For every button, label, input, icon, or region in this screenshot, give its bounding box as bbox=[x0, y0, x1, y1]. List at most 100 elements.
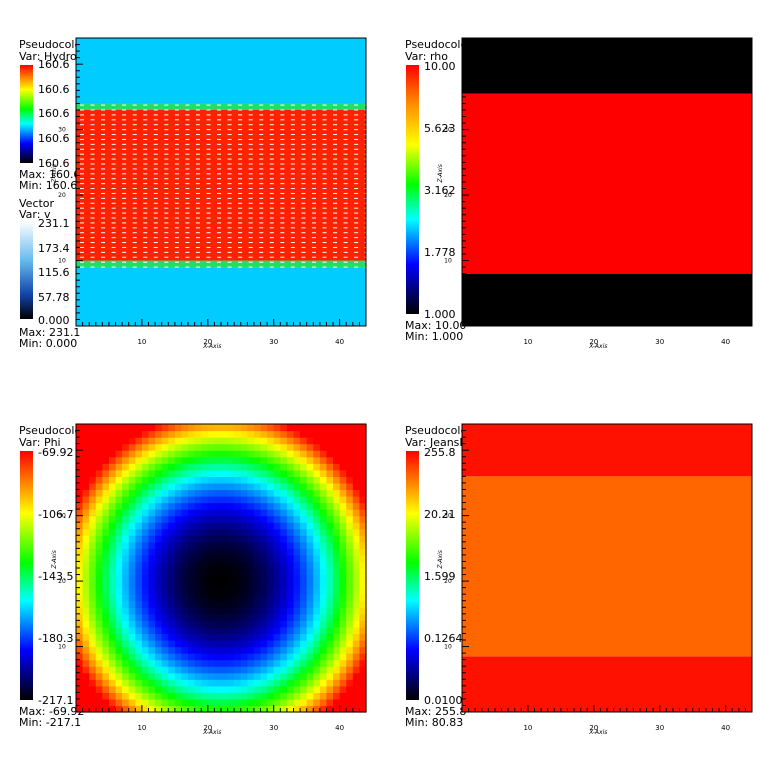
field-cell bbox=[115, 587, 123, 595]
field-cell bbox=[227, 443, 235, 451]
field-cell bbox=[359, 535, 367, 543]
field-cell bbox=[234, 613, 242, 621]
field-cell bbox=[326, 568, 334, 576]
field-cell bbox=[122, 620, 130, 628]
legend-tick: 231.1 bbox=[38, 217, 70, 230]
field-cell bbox=[188, 587, 196, 595]
field-cell bbox=[161, 574, 169, 582]
field-cell bbox=[352, 522, 361, 530]
field-cell bbox=[326, 469, 334, 477]
field-cell bbox=[240, 626, 248, 635]
field-cell bbox=[253, 685, 262, 693]
field-cell bbox=[319, 594, 328, 602]
field-cell bbox=[306, 613, 314, 621]
field-cell bbox=[280, 502, 288, 510]
legend-tick: 20.21 bbox=[424, 508, 456, 521]
field-cell bbox=[108, 594, 117, 602]
field-cell bbox=[319, 561, 328, 569]
field-cell bbox=[128, 561, 136, 569]
field-cell bbox=[221, 548, 229, 556]
field-cell bbox=[247, 568, 255, 576]
field-band bbox=[462, 93, 752, 274]
field-cell bbox=[141, 476, 150, 484]
field-cell bbox=[155, 587, 163, 595]
field-cell bbox=[76, 587, 84, 595]
field-cell bbox=[293, 554, 301, 563]
field-cell bbox=[326, 640, 334, 648]
field-cell bbox=[122, 607, 130, 615]
field-cell bbox=[174, 476, 183, 484]
field-cell bbox=[260, 626, 268, 635]
field-cell bbox=[168, 561, 176, 569]
field-cell bbox=[280, 463, 288, 471]
field-cell bbox=[359, 430, 367, 438]
field-cell bbox=[201, 633, 209, 641]
field-cell bbox=[253, 698, 262, 707]
field-cell bbox=[95, 561, 103, 569]
field-cell bbox=[181, 554, 189, 563]
field-cell bbox=[174, 509, 183, 517]
field-cell bbox=[174, 469, 183, 477]
field-cell bbox=[247, 502, 255, 510]
colorbar bbox=[406, 65, 419, 314]
field-cell bbox=[240, 424, 248, 432]
field-cell bbox=[267, 659, 275, 667]
field-cell bbox=[128, 698, 136, 707]
field-cell bbox=[155, 424, 163, 432]
field-cell bbox=[273, 522, 281, 530]
field-cell bbox=[319, 430, 328, 438]
field-cell bbox=[168, 698, 176, 707]
field-cell bbox=[339, 509, 347, 517]
field-cell bbox=[89, 476, 97, 484]
field-cell bbox=[89, 653, 97, 661]
field-cell bbox=[293, 482, 301, 491]
field-cell bbox=[148, 463, 156, 471]
field-cell bbox=[161, 469, 169, 477]
field-cell bbox=[89, 587, 97, 595]
field-cell bbox=[300, 522, 308, 530]
field-cell bbox=[352, 541, 361, 549]
field-cell bbox=[306, 685, 314, 693]
field-cell bbox=[293, 633, 301, 641]
field-cell bbox=[168, 430, 176, 438]
field-cell bbox=[319, 666, 328, 674]
field-cell bbox=[339, 443, 347, 451]
field-cell bbox=[234, 535, 242, 543]
max-label: Max: -69.92 bbox=[19, 705, 85, 718]
field-cell bbox=[76, 613, 84, 621]
field-cell bbox=[339, 640, 347, 648]
field-cell bbox=[102, 659, 110, 667]
field-cell bbox=[155, 509, 163, 517]
field-cell bbox=[115, 437, 123, 445]
field-cell bbox=[267, 653, 275, 661]
field-cell bbox=[181, 640, 189, 648]
field-cell bbox=[221, 554, 229, 563]
field-cell bbox=[207, 587, 216, 595]
field-cell bbox=[161, 430, 169, 438]
field-cell bbox=[306, 672, 314, 680]
field-cell bbox=[313, 594, 321, 602]
field-cell bbox=[234, 587, 242, 595]
field-cell bbox=[300, 620, 308, 628]
field-cell bbox=[346, 430, 354, 438]
field-cell bbox=[326, 554, 334, 563]
field-cell bbox=[306, 548, 314, 556]
field-cell bbox=[95, 685, 103, 693]
field-cell bbox=[346, 653, 354, 661]
field-cell bbox=[168, 450, 176, 458]
field-cell bbox=[102, 568, 110, 576]
field-cell bbox=[89, 522, 97, 530]
field-cell bbox=[89, 600, 97, 608]
field-cell bbox=[234, 430, 242, 438]
field-cell bbox=[102, 640, 110, 648]
field-cell bbox=[168, 581, 176, 589]
field-cell bbox=[102, 666, 110, 674]
field-cell bbox=[333, 659, 341, 667]
field-cell bbox=[141, 698, 150, 707]
field-cell bbox=[122, 581, 130, 589]
field-cell bbox=[89, 594, 97, 602]
field-cell bbox=[227, 666, 235, 674]
field-cell bbox=[115, 528, 123, 536]
field-cell bbox=[148, 561, 156, 569]
field-cell bbox=[300, 535, 308, 543]
